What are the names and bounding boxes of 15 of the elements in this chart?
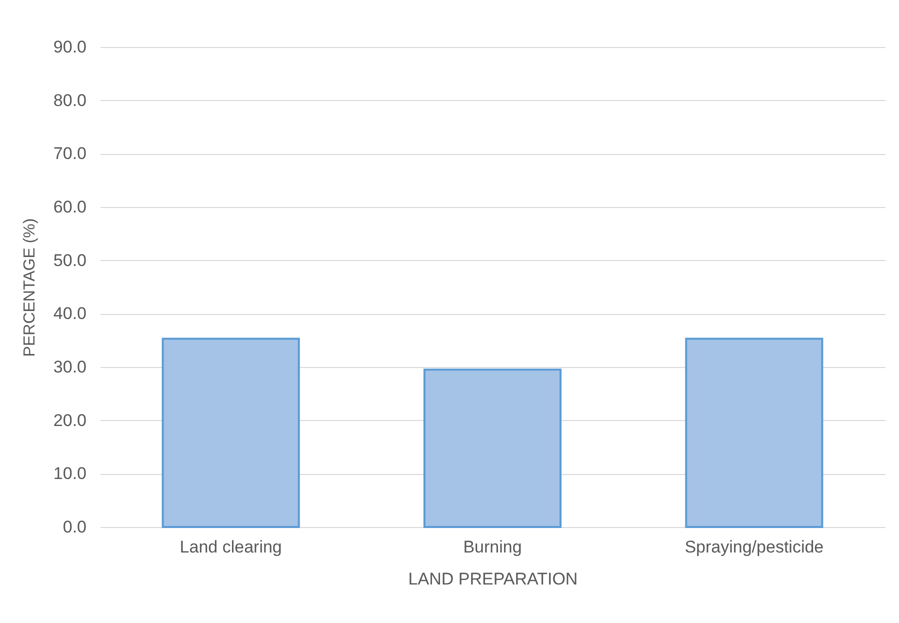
x-tick-label: Land clearing	[180, 538, 282, 556]
y-tick-label: 80.0	[53, 90, 86, 110]
x-axis-title: LAND PREPARATION	[408, 570, 578, 588]
y-axis-title: PERCENTAGE (%)	[21, 218, 38, 357]
x-tick-label: Burning	[463, 538, 522, 556]
y-tick-label: 20.0	[53, 410, 86, 430]
y-tick-label: 40.0	[53, 304, 86, 324]
y-tick-label: 70.0	[53, 144, 86, 164]
y-tick-label: 90.0	[53, 38, 86, 56]
y-tick-label: 50.0	[53, 250, 86, 270]
y-tick-label: 0.0	[62, 518, 86, 536]
y-tick-label: 30.0	[53, 358, 86, 376]
x-tick-label: Spraying/pesticide	[684, 538, 824, 556]
y-tick-label: 60.0	[53, 198, 86, 216]
y-tick-label: 10.0	[53, 464, 86, 484]
